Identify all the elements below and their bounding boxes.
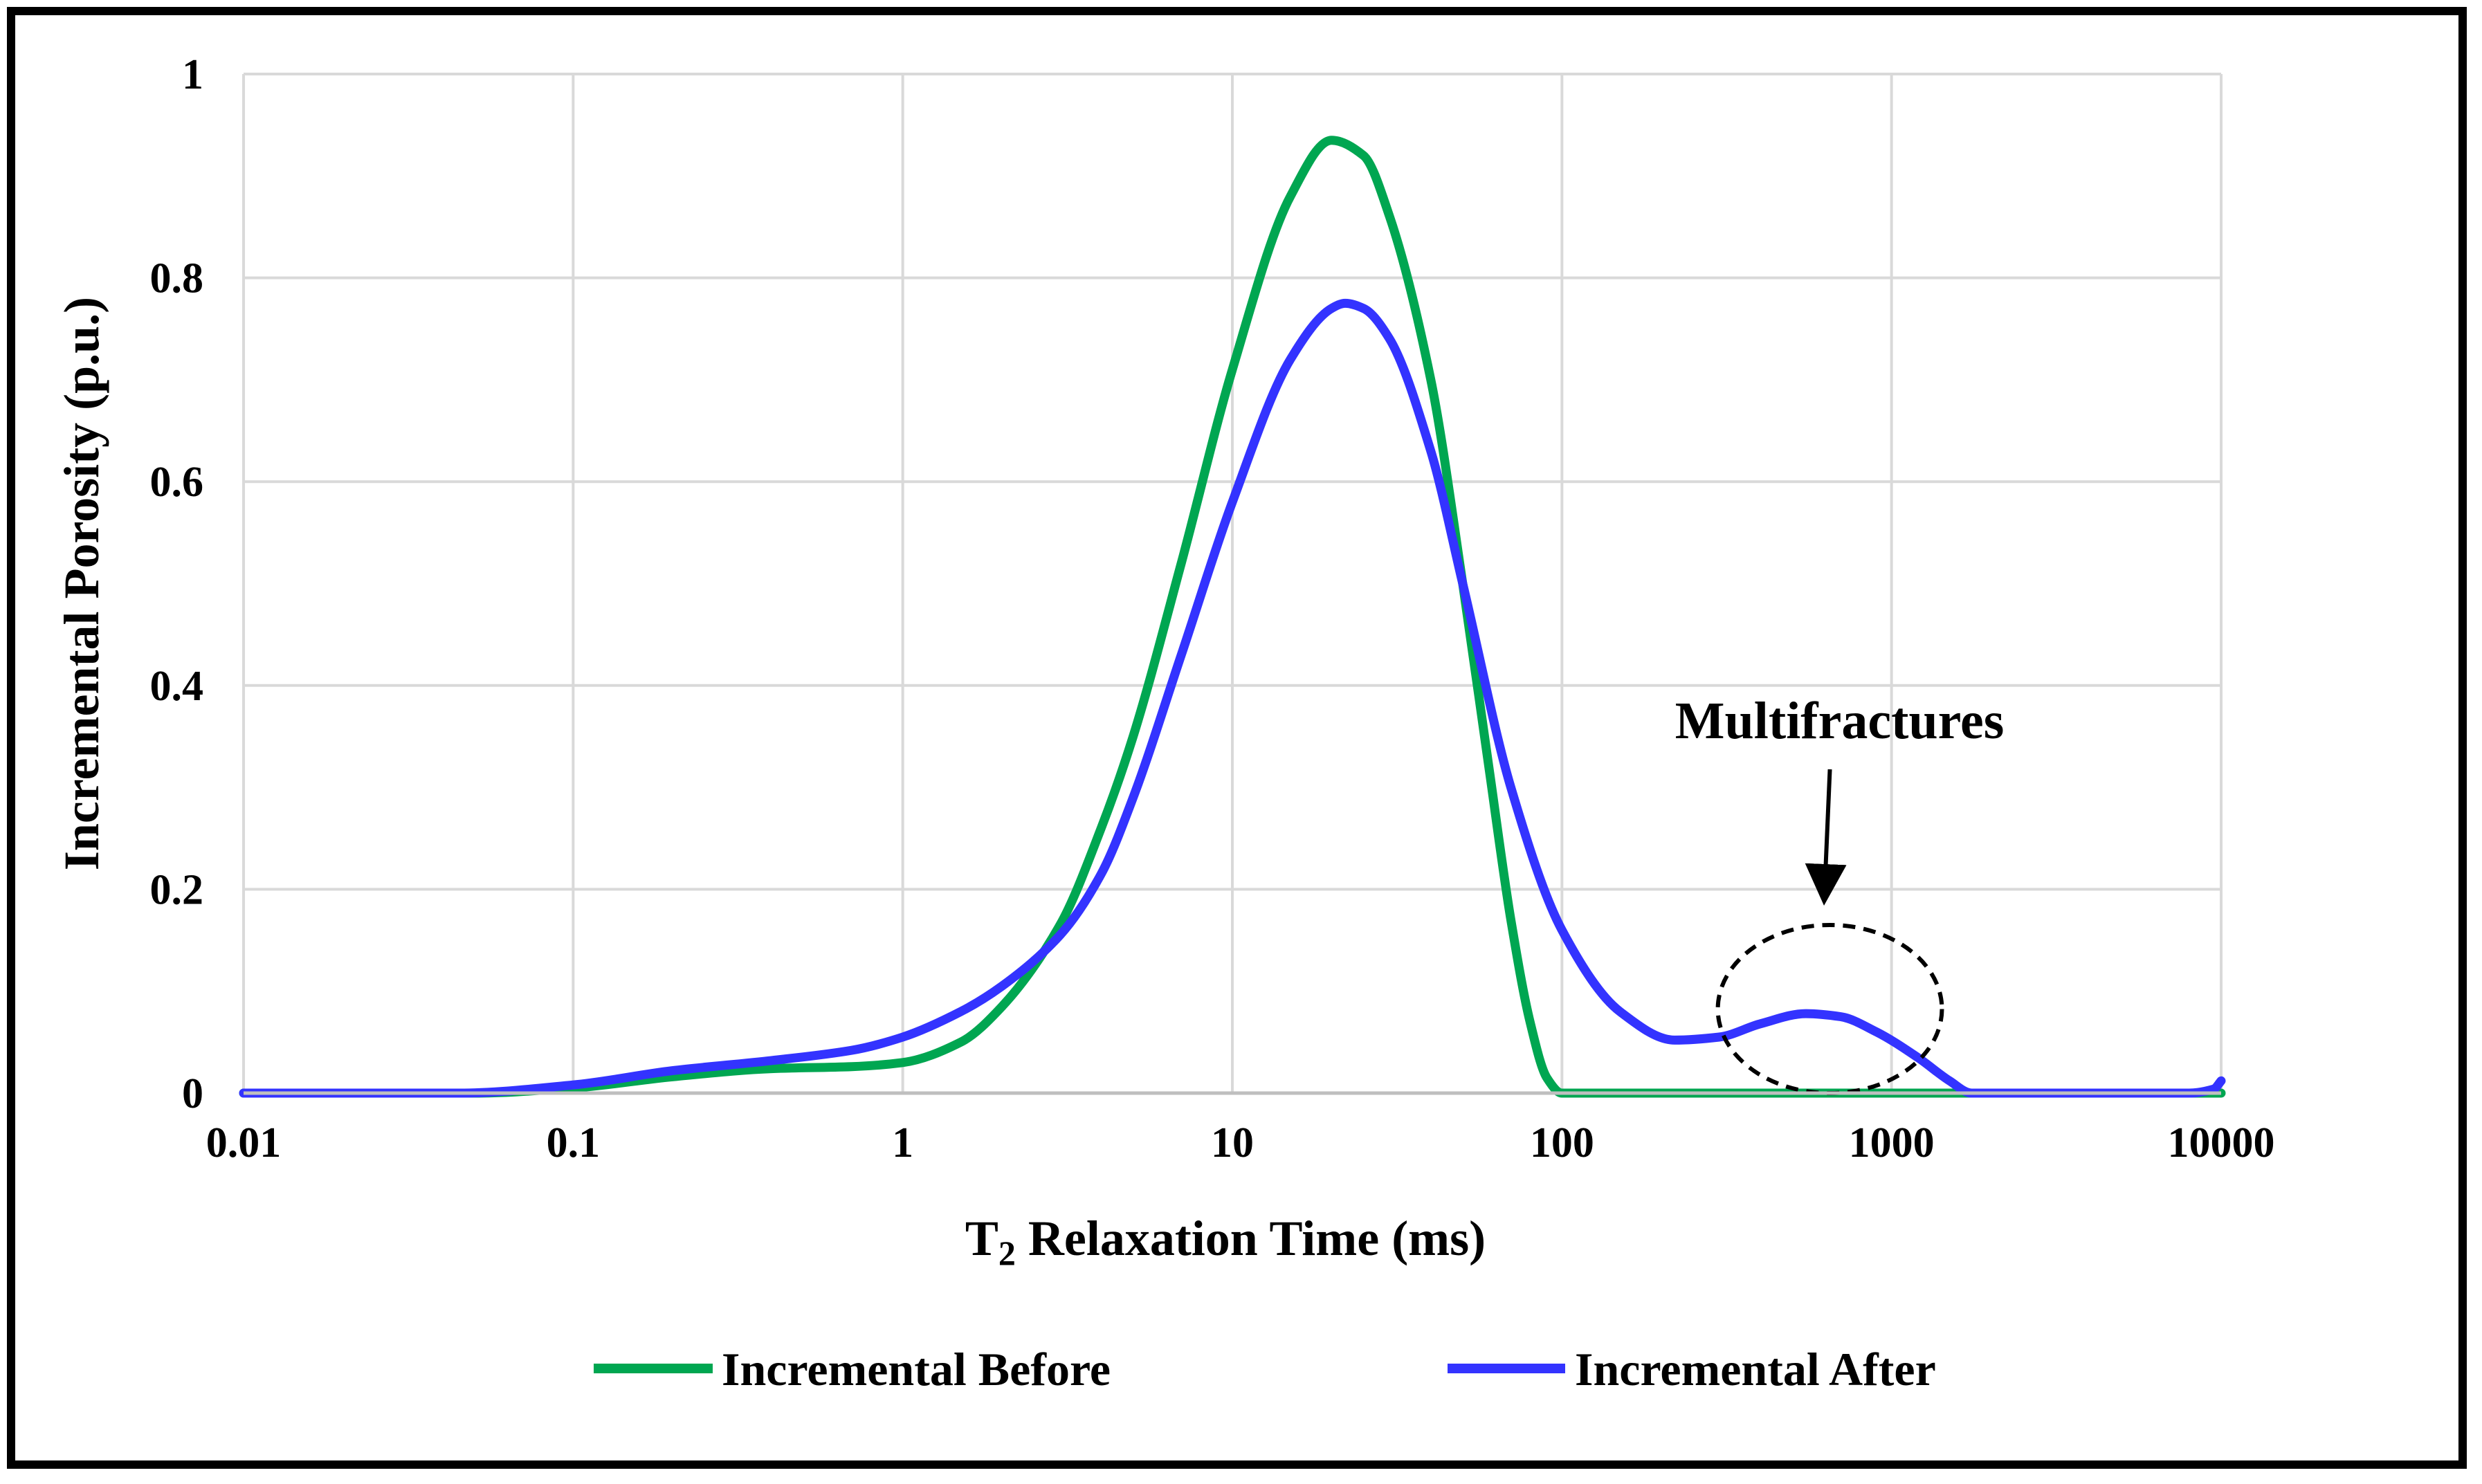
multifractures-arrow: [1805, 769, 1847, 906]
y-tick-label: 0.6: [150, 459, 204, 506]
x-tick-label: 10: [1211, 1119, 1254, 1166]
series-line-after: [239, 298, 2226, 1098]
x-tick-label: 0.1: [547, 1119, 601, 1166]
legend: Incremental Before Incremental After: [594, 1343, 1936, 1395]
x-axis-title-main: T: [965, 1211, 998, 1266]
y-tick-label: 0: [182, 1070, 203, 1117]
annotation: Multifractures: [1675, 692, 2005, 1096]
y-tick-label: 0.8: [150, 255, 204, 302]
axes: 0.01 0.1 1 10 100 1000 10000 0 0.2 0.4 0.6 0.8 1: [150, 51, 2275, 1166]
x-axis-title-rest: Relaxation Time (ms): [1016, 1211, 1486, 1266]
x-tick-label: 100: [1530, 1119, 1594, 1166]
x-tick-label: 1000: [1849, 1119, 1935, 1166]
gridlines: [242, 73, 2223, 1094]
x-axis-title: T2 Relaxation Time (ms): [965, 1211, 1486, 1272]
multifractures-ellipse: [1715, 922, 1944, 1096]
legend-label-after: Incremental After: [1575, 1343, 1936, 1395]
x-axis-title-subscript: 2: [998, 1234, 1016, 1272]
multifractures-label: Multifractures: [1675, 692, 2005, 750]
chart-frame: [7, 7, 2467, 1469]
y-axis-title: Incremental Porosity (p.u.): [54, 297, 109, 870]
y-tick-label: 0.4: [150, 663, 204, 710]
x-tick-label: 1: [892, 1119, 913, 1166]
y-tick-label: 0.2: [150, 866, 204, 913]
x-tick-label: 10000: [2168, 1119, 2275, 1166]
x-tick-label: 0.01: [206, 1119, 282, 1166]
legend-label-before: Incremental Before: [722, 1343, 1111, 1395]
y-tick-label: 1: [182, 51, 203, 98]
